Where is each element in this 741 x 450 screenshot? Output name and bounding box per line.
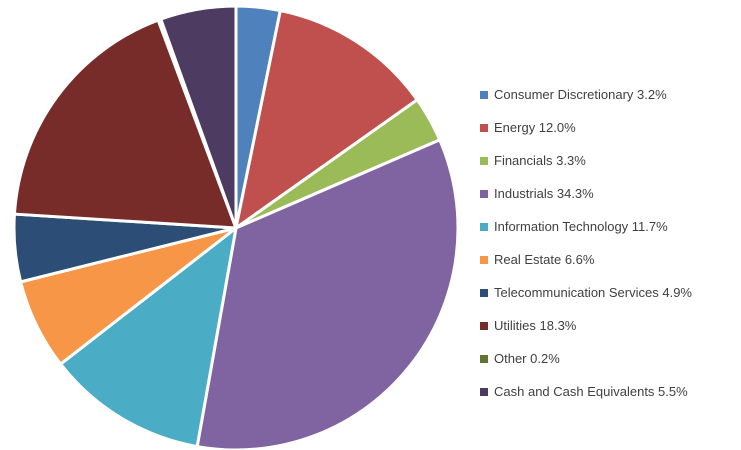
legend-swatch [480, 288, 488, 297]
legend-item: Telecommunication Services 4.9% [480, 276, 735, 309]
legend-item: Information Technology 11.7% [480, 210, 735, 243]
legend-label: Consumer Discretionary 3.2% [494, 87, 667, 102]
legend-label: Industrials 34.3% [494, 186, 594, 201]
pie-slice [195, 138, 460, 450]
legend-label: Other 0.2% [494, 351, 560, 366]
legend-item: Real Estate 6.6% [480, 243, 735, 276]
legend-label: Utilities 18.3% [494, 318, 577, 333]
legend-swatch [480, 222, 488, 231]
legend-item: Utilities 18.3% [480, 309, 735, 342]
legend-label: Energy 12.0% [494, 120, 576, 135]
legend-swatch [480, 189, 488, 198]
legend-item: Cash and Cash Equivalents 5.5% [480, 375, 735, 408]
legend-swatch [480, 90, 488, 99]
pie-slice [159, 4, 238, 230]
legend-swatch [480, 255, 488, 264]
legend-swatch [480, 156, 488, 165]
legend-label: Cash and Cash Equivalents 5.5% [494, 384, 688, 399]
legend-swatch [480, 321, 488, 330]
legend-item: Other 0.2% [480, 342, 735, 375]
legend-swatch [480, 387, 488, 396]
legend-label: Financials 3.3% [494, 153, 586, 168]
pie-slice [234, 8, 419, 230]
legend-item: Industrials 34.3% [480, 177, 735, 210]
pie-slice [59, 226, 238, 449]
legend-label: Real Estate 6.6% [494, 252, 595, 267]
legend-item: Financials 3.3% [480, 144, 735, 177]
legend-swatch [480, 354, 488, 363]
legend-label: Telecommunication Services 4.9% [494, 285, 692, 300]
pie-slice [12, 18, 238, 230]
legend-swatch [480, 123, 488, 132]
legend-label: Information Technology 11.7% [494, 219, 668, 234]
chart-legend: Consumer Discretionary 3.2% Energy 12.0% F… [480, 78, 735, 408]
legend-item: Energy 12.0% [480, 111, 735, 144]
legend-item: Consumer Discretionary 3.2% [480, 78, 735, 111]
